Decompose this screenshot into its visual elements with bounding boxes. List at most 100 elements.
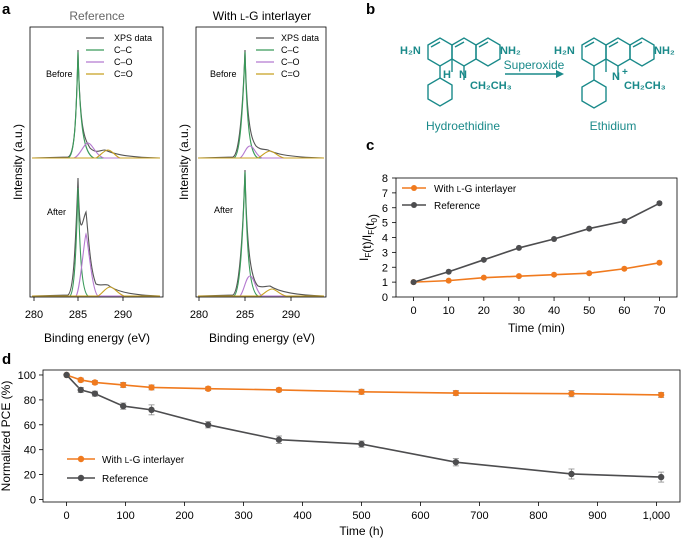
panel-a-spectra	[31, 49, 325, 297]
panel-a-left-title: Reference	[69, 9, 125, 23]
panel-c-xtick-label: 50	[583, 305, 595, 317]
legend-ceqo-label: C=O	[114, 69, 133, 79]
panel-c-series-0-point	[515, 273, 522, 280]
panel-d-series-1-point	[77, 386, 84, 394]
panel-c-series-1-line	[413, 202, 660, 283]
panel-d-legend-0-marker	[77, 455, 85, 463]
panel-c-chart: 0 1 2 3 4 5 6 7 8 0 10 20 30 40 50 60 70 Time (min) IF(t)/…	[357, 173, 678, 335]
panel-d-series-1-point	[63, 371, 70, 379]
panel-a-left-before: Before	[46, 69, 73, 79]
left-after-co	[32, 232, 160, 297]
panel-c-series-1-point	[515, 244, 522, 251]
panel-d-xtick-label: 800	[529, 510, 547, 522]
panel-c-series-0-point	[551, 271, 558, 278]
panel-a-right-title: With l-G interlayer	[213, 9, 311, 23]
panel-c-legend-1-marker	[411, 202, 417, 208]
panel-d-xtick-label: 900	[588, 510, 606, 522]
panel-a-right-frame	[195, 26, 327, 298]
panel-a-left-after: After	[47, 207, 66, 217]
hydroethidine-structure	[427, 37, 501, 107]
panel-c-ytick-label: 0	[382, 292, 388, 304]
right-after-ceqo	[198, 288, 324, 297]
panel-c-ytick-label: 6	[382, 203, 388, 215]
panel-a-xticks	[33, 297, 292, 301]
panel-c-ytick-label: 3	[382, 247, 388, 259]
panel-a-left-xtick-280: 280	[25, 309, 43, 321]
hydroethidine-nh2-right: NH₂	[500, 45, 521, 57]
panel-c-xtick-label: 40	[548, 305, 560, 317]
panel-c-legend-0-marker	[411, 185, 417, 191]
right-after-cc	[198, 171, 324, 297]
panel-c-xtick-label: 10	[443, 305, 455, 317]
panel-d-series-0-point	[77, 376, 84, 384]
panel-d-series-0-point	[91, 379, 99, 386]
panel-a-right-xtick-290: 290	[282, 309, 300, 321]
panel-c-series-0-point	[586, 270, 593, 277]
panel-a-letter: a	[2, 1, 11, 18]
panel-a-right-before: Before	[210, 69, 237, 79]
panel-c-legend-0-label: With l-G interlayer	[434, 184, 517, 195]
panel-c-series-1-point	[621, 218, 628, 225]
right-before-xps	[197, 49, 325, 159]
legend-co-label: C–O	[114, 57, 133, 67]
hydroethidine-name: Hydroethidine	[426, 119, 500, 133]
panel-d-ytick-label: 20	[24, 470, 36, 482]
panel-d-ytick-label: 60	[24, 420, 36, 432]
legend-co-label-r: C–O	[281, 57, 300, 67]
reaction-arrowhead	[556, 70, 564, 78]
panel-d-xlabel: Time (h)	[339, 524, 383, 538]
hydroethidine-h: H	[443, 69, 451, 81]
left-before-xps	[31, 49, 161, 159]
panel-d-xtick-label: 200	[175, 510, 193, 522]
legend-cc-label-r: C–C	[281, 45, 300, 55]
panel-a-right-legend: XPS data C–C C–O C=O	[256, 33, 319, 79]
left-after-cc	[32, 187, 160, 297]
panel-c-series-0-point	[656, 259, 663, 266]
panel-d-legend-0-label: With l-G interlayer	[102, 455, 185, 466]
legend-ceqo-label-r: C=O	[281, 69, 300, 79]
panel-d-series-1-point	[120, 402, 127, 410]
panel-d-xtick-label: 300	[234, 510, 252, 522]
panel-d-series-0-point	[148, 384, 155, 391]
panel-c-xtick-label: 30	[513, 305, 525, 317]
panel-c-xlabel: Time (min)	[508, 321, 565, 335]
panel-d-series-1-point	[91, 390, 99, 397]
right-after-co	[198, 275, 324, 297]
ethidium-nh2-right: NH₂	[654, 45, 675, 57]
right-before-ceqo	[198, 150, 324, 159]
ethidium-structure	[581, 37, 655, 109]
panel-a-left-frame	[29, 26, 164, 298]
panel-a-right-after: After	[214, 205, 233, 215]
panel-c-legend-1-label: Reference	[434, 201, 481, 212]
panel-d-legend-1-marker	[77, 474, 85, 482]
panel-d-series-1-point	[275, 436, 283, 443]
panel-c-xtick-label: 70	[653, 305, 665, 317]
panel-d-xtick-label: 1,000	[643, 510, 671, 522]
panel-d-xtick-label: 0	[64, 510, 70, 522]
panel-c-frame	[395, 177, 678, 298]
legend-xps-label: XPS data	[114, 33, 152, 43]
left-after-xps	[31, 177, 161, 297]
panel-d-series-0-point	[657, 391, 665, 399]
panel-c-series-0-line	[413, 261, 660, 283]
panel-a-left-xlabel: Binding energy (eV)	[44, 331, 150, 345]
panel-d-series-0-point	[275, 386, 283, 394]
panel-c-xtick-label: 0	[411, 305, 417, 317]
panel-a-right-xlabel: Binding energy (eV)	[209, 331, 315, 345]
panel-c-series-1-point	[586, 225, 593, 232]
panel-d-series-0-point	[568, 390, 575, 397]
panel-d-ytick-label: 40	[24, 445, 36, 457]
panel-d-ytick-label: 100	[18, 370, 36, 382]
panel-c-series-0-point	[621, 265, 628, 272]
panel-c-series-1-point	[551, 235, 558, 242]
panel-c-series-1-point	[480, 256, 487, 263]
panel-d-series-1-point	[358, 440, 365, 448]
panel-c-series-1-point	[656, 200, 663, 207]
hydroethidine-nh2-left: H₂N	[400, 45, 421, 57]
panel-d-xtick-label: 600	[411, 510, 429, 522]
panel-c-xtick-label: 20	[478, 305, 490, 317]
panel-b: H₂N NH₂ H N CH₂CH₃ Hydroethidine Superox…	[400, 37, 675, 133]
panel-c-ytick-label: 1	[382, 277, 388, 289]
panel-c-series-1-point	[445, 268, 452, 275]
legend-cc-label: C–C	[114, 45, 133, 55]
